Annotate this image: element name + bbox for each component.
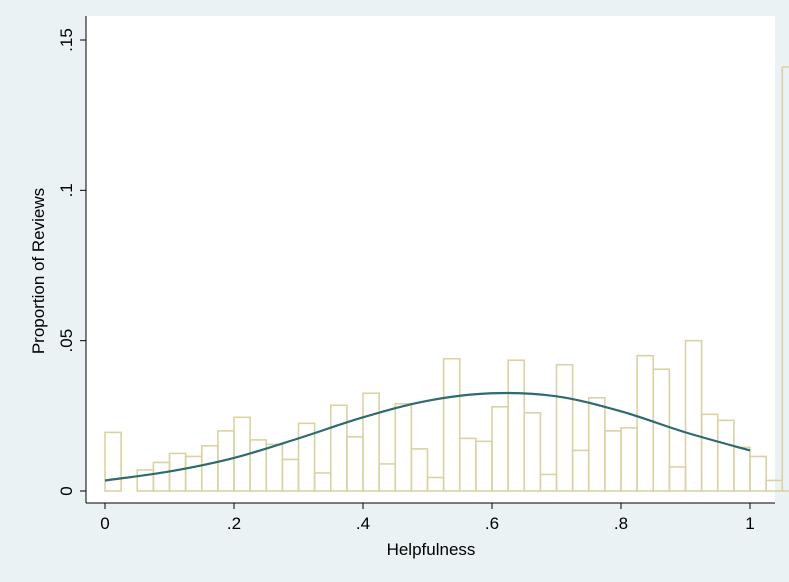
- x-tick-label: 1: [745, 514, 754, 533]
- axes-group: 0 .2 .4 .6 .8 1 0 .05 .1 .15: [57, 16, 775, 533]
- x-tick-label: .8: [614, 514, 628, 533]
- histogram-bar: [555, 363, 574, 492]
- x-tick-label: .2: [227, 514, 241, 533]
- x-tick-label: .4: [356, 514, 370, 533]
- histogram-bar: [523, 412, 542, 492]
- density-curve: [104, 391, 751, 482]
- histogram-bar: [394, 403, 413, 492]
- histogram-bar: [652, 368, 671, 492]
- histogram-bar: [297, 422, 316, 492]
- histogram-bar: [362, 392, 380, 492]
- histogram-bar: [442, 357, 461, 492]
- histogram-bar: [104, 431, 122, 492]
- y-tick-label: 0: [57, 486, 76, 495]
- y-tick-label: .05: [57, 329, 76, 353]
- histogram-bar: [410, 448, 429, 492]
- y-tick-label: .15: [57, 28, 76, 52]
- y-tick-label: .1: [57, 183, 76, 197]
- x-tick-label: 0: [100, 514, 109, 533]
- plot-area: [86, 16, 775, 503]
- x-axis-label: Helpfulness: [387, 540, 476, 559]
- histogram-bar: [781, 66, 789, 492]
- histogram-bar: [749, 455, 767, 492]
- x-tick-label: .6: [485, 514, 499, 533]
- y-axis-label: Proportion of Reviews: [29, 188, 48, 354]
